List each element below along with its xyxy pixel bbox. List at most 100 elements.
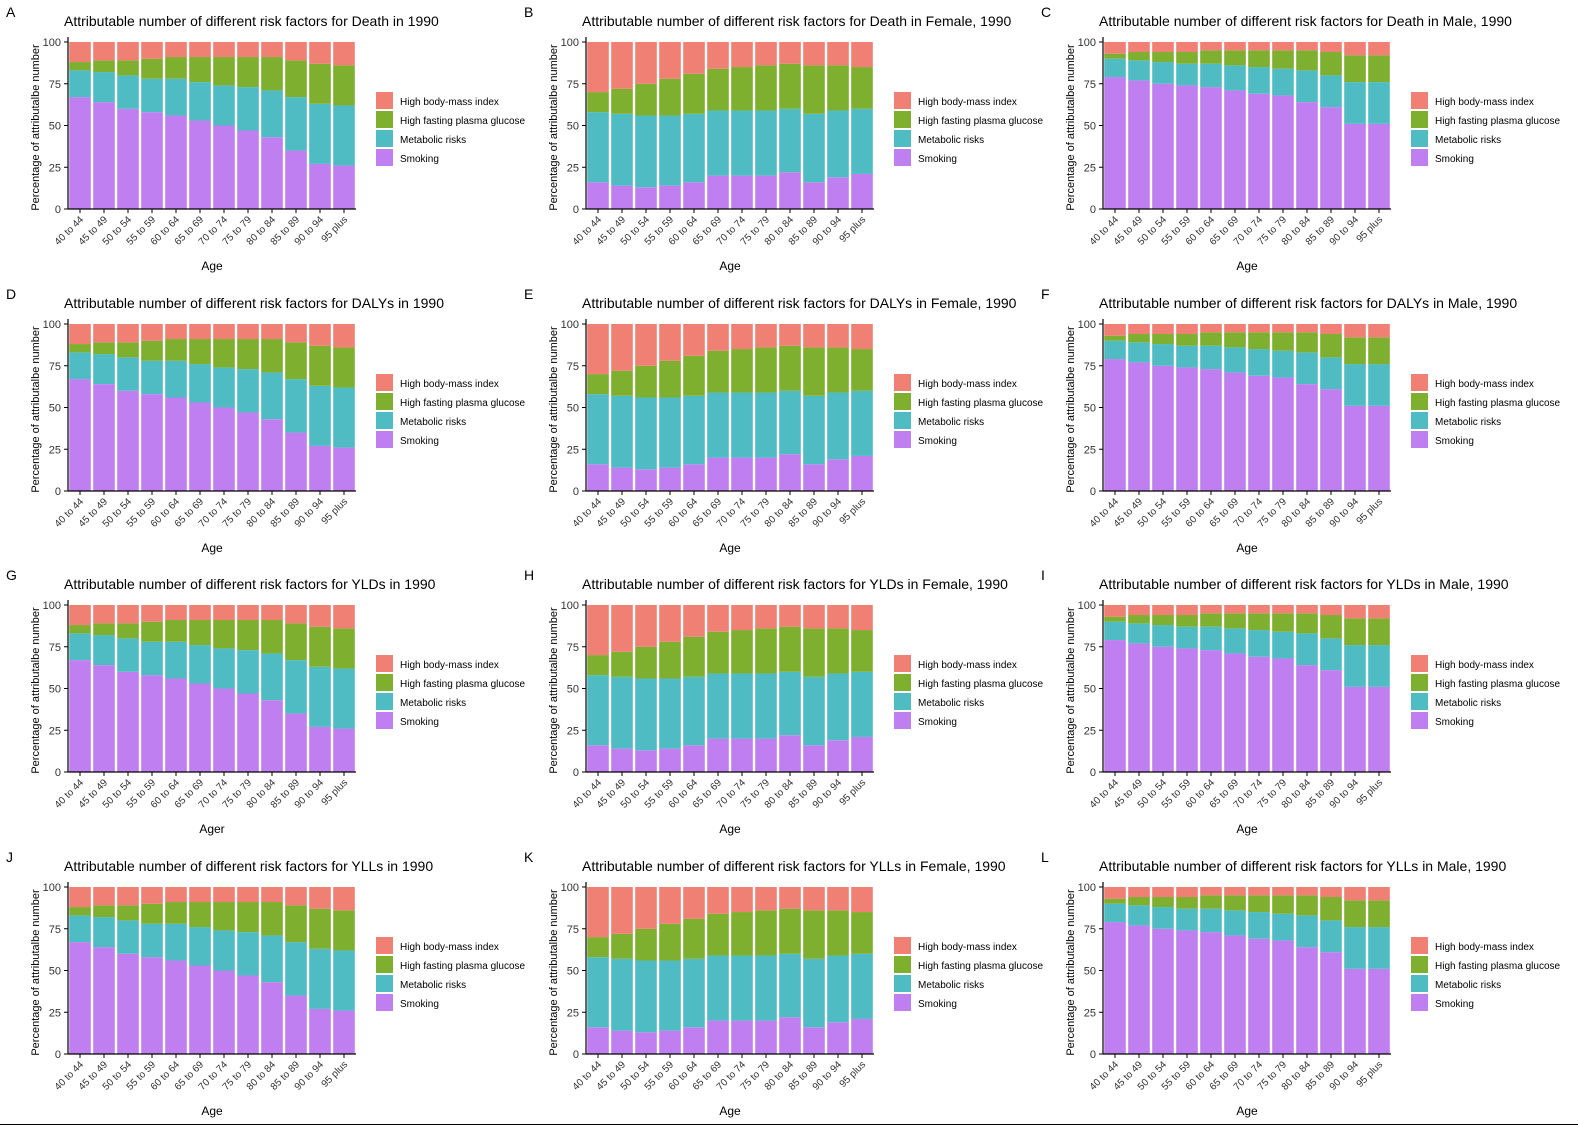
bar-smoking-7 <box>237 412 259 491</box>
bar-high-fpg-3 <box>1176 334 1198 346</box>
bar-metabolic-2 <box>117 920 139 954</box>
y-tick-label: 25 <box>1084 725 1096 737</box>
bar-metabolic-11 <box>851 108 873 174</box>
y-tick-label: 25 <box>567 1007 579 1019</box>
bar-smoking-8 <box>779 735 801 772</box>
bar-metabolic-0 <box>1104 621 1126 641</box>
bar-metabolic-8 <box>779 671 801 736</box>
x-tick-label: 95 plus <box>320 214 351 245</box>
bar-smoking-11 <box>1368 123 1390 209</box>
legend-label: High body-mass index <box>400 660 499 671</box>
bar-high-bmi-4 <box>1200 605 1222 614</box>
bar-smoking-3 <box>141 957 163 1054</box>
chart-title: Attributable number of different risk fa… <box>64 295 444 311</box>
bar-smoking-4 <box>1200 650 1222 772</box>
bar-metabolic-3 <box>141 360 163 395</box>
bar-high-fpg-0 <box>69 907 91 916</box>
bar-metabolic-1 <box>611 958 633 1031</box>
legend-swatch-high-fpg <box>376 956 393 973</box>
bar-high-bmi-4 <box>165 324 187 340</box>
legend-swatch-smoking <box>1411 712 1428 729</box>
bar-smoking-7 <box>1272 940 1294 1054</box>
bar-metabolic-4 <box>683 958 705 1028</box>
bar-smoking-11 <box>1368 405 1390 491</box>
bar-high-bmi-3 <box>141 605 163 622</box>
x-axis-title: Ager <box>199 822 224 836</box>
bar-metabolic-3 <box>1176 626 1198 649</box>
bar-smoking-7 <box>755 457 777 491</box>
legend-swatch-high-fpg <box>376 674 393 691</box>
bar-smoking-1 <box>93 665 115 772</box>
bar-high-bmi-2 <box>1152 324 1174 335</box>
bar-high-bmi-6 <box>1248 324 1270 333</box>
legend-label: Smoking <box>400 436 439 447</box>
panel-letter: C <box>1041 4 1051 20</box>
bar-metabolic-0 <box>1104 58 1126 78</box>
bar-high-fpg-11 <box>1368 337 1390 365</box>
bar-metabolic-10 <box>1344 927 1366 969</box>
legend-swatch-metabolic <box>894 130 911 147</box>
x-tick-label: 95 plus <box>838 1059 869 1090</box>
bar-high-fpg-11 <box>851 349 873 391</box>
bar-metabolic-10 <box>827 673 849 741</box>
y-tick-label: 25 <box>1084 444 1096 456</box>
bar-metabolic-1 <box>1128 623 1150 644</box>
legend: High body-mass index High fasting plasma … <box>1411 92 1561 166</box>
bar-high-bmi-0 <box>1104 324 1126 336</box>
y-tick-label: 0 <box>1090 486 1096 498</box>
bar-high-bmi-6 <box>213 605 235 621</box>
bar-smoking-4 <box>683 182 705 209</box>
bar-high-fpg-4 <box>683 918 705 959</box>
y-tick-label: 75 <box>1084 642 1096 654</box>
bar-smoking-3 <box>659 748 681 772</box>
chart-title: Attributable number of different risk fa… <box>1099 295 1517 311</box>
bar-smoking-1 <box>93 947 115 1054</box>
y-tick-label: 75 <box>567 642 579 654</box>
bar-metabolic-5 <box>189 927 211 966</box>
bar-high-fpg-11 <box>1368 900 1390 928</box>
chart-title: Attributable number of different risk fa… <box>582 13 1012 29</box>
x-axis-title: Age <box>1236 259 1258 273</box>
bar-high-bmi-3 <box>659 887 681 924</box>
bar-high-bmi-7 <box>237 887 259 903</box>
bar-smoking-3 <box>141 112 163 209</box>
bar-high-bmi-9 <box>285 887 307 906</box>
panel-letter: G <box>6 567 17 583</box>
bar-metabolic-5 <box>707 110 729 176</box>
bar-smoking-3 <box>1176 367 1198 491</box>
bar-high-fpg-0 <box>69 62 91 71</box>
bar-smoking-0 <box>1104 359 1126 491</box>
bar-metabolic-2 <box>1152 625 1174 647</box>
bar-metabolic-3 <box>1176 63 1198 86</box>
bar-metabolic-6 <box>731 110 753 176</box>
bar-metabolic-0 <box>69 70 91 98</box>
bar-high-fpg-1 <box>93 342 115 355</box>
bar-high-bmi-0 <box>587 605 609 656</box>
bar-high-bmi-9 <box>1320 42 1342 53</box>
bar-metabolic-3 <box>1176 908 1198 931</box>
bar-high-bmi-2 <box>635 324 657 366</box>
bar-smoking-6 <box>1248 93 1270 209</box>
bar-high-fpg-6 <box>1248 332 1270 350</box>
bar-high-fpg-9 <box>1320 334 1342 358</box>
bars <box>1104 605 1390 772</box>
bar-high-fpg-6 <box>1248 895 1270 913</box>
y-tick-label: 50 <box>49 121 61 133</box>
legend-label: High body-mass index <box>1435 660 1534 671</box>
bar-high-fpg-3 <box>141 621 163 642</box>
bar-smoking-5 <box>189 965 211 1054</box>
bar-metabolic-10 <box>309 948 331 1009</box>
chart-title: Attributable number of different risk fa… <box>64 576 436 592</box>
bar-high-bmi-11 <box>851 324 873 350</box>
bar-high-bmi-6 <box>731 605 753 631</box>
bar-metabolic-4 <box>165 78 187 116</box>
bar-high-fpg-4 <box>1200 50 1222 64</box>
y-tick-label: 25 <box>49 725 61 737</box>
y-tick-label: 50 <box>1084 684 1096 696</box>
bar-metabolic-10 <box>309 103 331 164</box>
legend-swatch-smoking <box>894 712 911 729</box>
bar-smoking-2 <box>1152 928 1174 1054</box>
bar-high-fpg-5 <box>1224 613 1246 629</box>
bar-smoking-6 <box>213 970 235 1054</box>
y-tick-label: 25 <box>1084 162 1096 174</box>
